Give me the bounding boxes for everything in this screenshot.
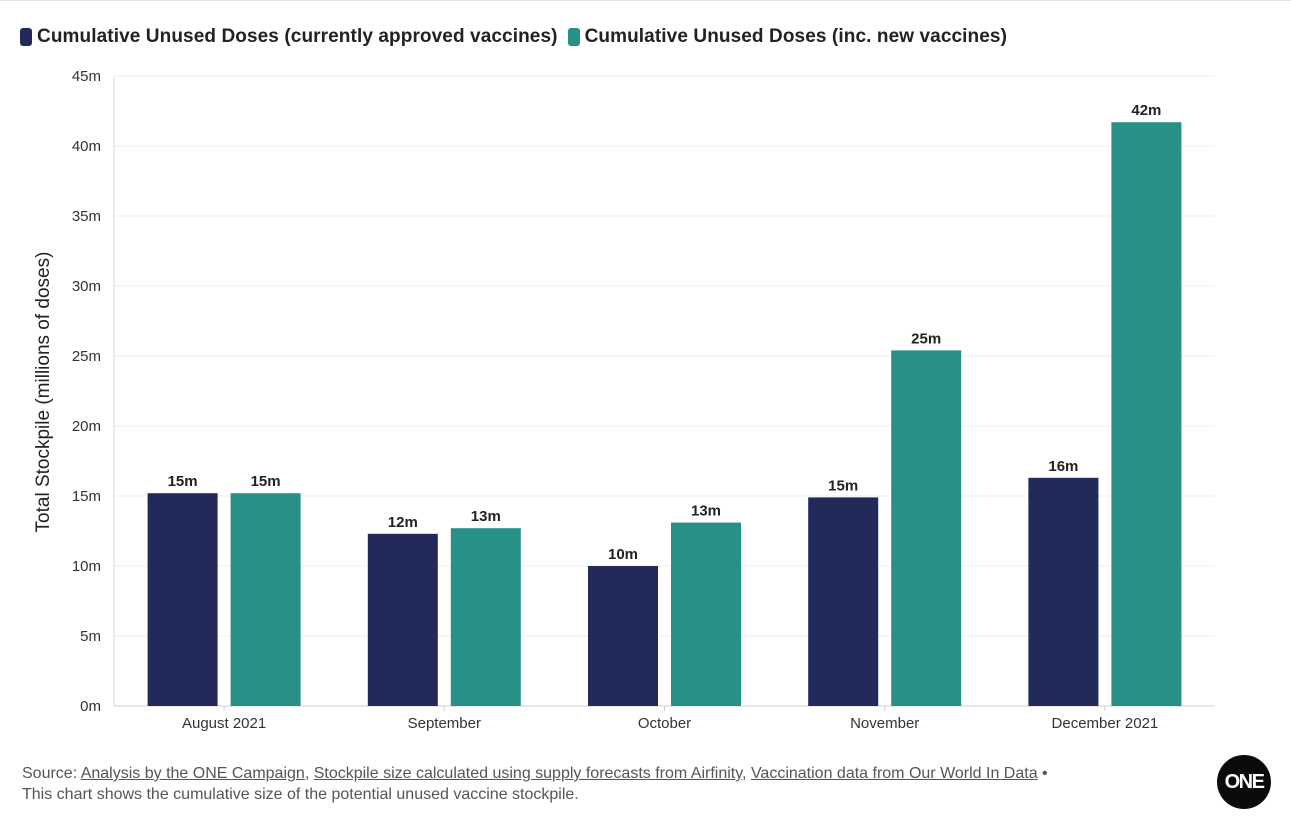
source-prefix: Source: <box>22 765 81 782</box>
bar-approved <box>367 533 438 706</box>
one-campaign-logo[interactable]: ONE <box>1217 755 1271 809</box>
y-tick-label: 30m <box>72 278 101 295</box>
y-axis-title: Total Stockpile (millions of doses) <box>33 252 54 533</box>
bar-new <box>1111 122 1182 706</box>
x-tick-label: November <box>850 715 919 732</box>
x-tick-label: September <box>408 715 481 732</box>
chart-legend: Cumulative Unused Doses (currently appro… <box>20 25 1017 49</box>
bar-approved <box>588 566 658 706</box>
x-tick-label: December 2021 <box>1052 715 1159 732</box>
logo-text: ONE <box>1224 770 1265 793</box>
y-tick-label: 0m <box>80 698 101 715</box>
bar-approved <box>1028 477 1099 706</box>
source-separator: , <box>742 765 751 782</box>
y-tick-label: 5m <box>80 628 101 645</box>
data-label: 15m <box>168 473 198 490</box>
legend-label-approved: Cumulative Unused Doses (currently appro… <box>37 26 558 47</box>
x-tick-label: October <box>638 715 691 732</box>
y-tick-label: 20m <box>72 418 101 435</box>
y-tick-label: 45m <box>72 68 101 85</box>
y-tick-label: 25m <box>72 348 101 365</box>
data-label: 13m <box>471 508 501 525</box>
data-label: 15m <box>828 477 858 494</box>
data-label: 16m <box>1048 458 1078 475</box>
chart-note: This chart shows the cumulative size of … <box>22 786 579 803</box>
bar-new <box>230 493 301 706</box>
y-tick-label: 40m <box>72 138 101 155</box>
y-tick-label: 35m <box>72 208 101 225</box>
data-label: 25m <box>911 330 941 347</box>
y-tick-label: 10m <box>72 558 101 575</box>
data-label: 10m <box>608 546 638 563</box>
y-tick-label: 15m <box>72 488 101 505</box>
source-link-one-campaign[interactable]: Analysis by the ONE Campaign <box>80 765 305 782</box>
top-divider <box>0 0 1291 1</box>
source-line: Source: Analysis by the ONE Campaign, St… <box>22 763 1202 784</box>
source-link-owid[interactable]: Vaccination data from Our World In Data <box>750 765 1038 782</box>
bar-new <box>891 350 962 706</box>
legend-item-approved[interactable]: Cumulative Unused Doses (currently appro… <box>20 26 558 48</box>
legend-label-new: Cumulative Unused Doses (inc. new vaccin… <box>584 26 1008 47</box>
bar-approved <box>808 497 879 706</box>
chart-footer: Source: Analysis by the ONE Campaign, St… <box>22 763 1202 805</box>
source-bullet: • <box>1037 765 1048 782</box>
x-tick-label: August 2021 <box>182 715 266 732</box>
bar-new <box>450 528 521 706</box>
data-label: 12m <box>388 514 418 531</box>
source-separator: , <box>304 765 314 782</box>
data-label: 42m <box>1131 102 1161 119</box>
legend-swatch-approved <box>20 28 32 46</box>
legend-item-new[interactable]: Cumulative Unused Doses (inc. new vaccin… <box>567 26 1008 48</box>
bar-approved <box>147 493 218 706</box>
data-label: 13m <box>691 503 721 520</box>
source-link-airfinity[interactable]: Stockpile size calculated using supply f… <box>313 765 743 782</box>
data-label: 15m <box>251 473 281 490</box>
legend-swatch-new <box>567 28 580 46</box>
bar-chart: 0m 5m 10m 15m 20m 25m 30m 35m 40m 45m Total Stockp… <box>33 68 1215 732</box>
bar-new <box>671 522 741 706</box>
